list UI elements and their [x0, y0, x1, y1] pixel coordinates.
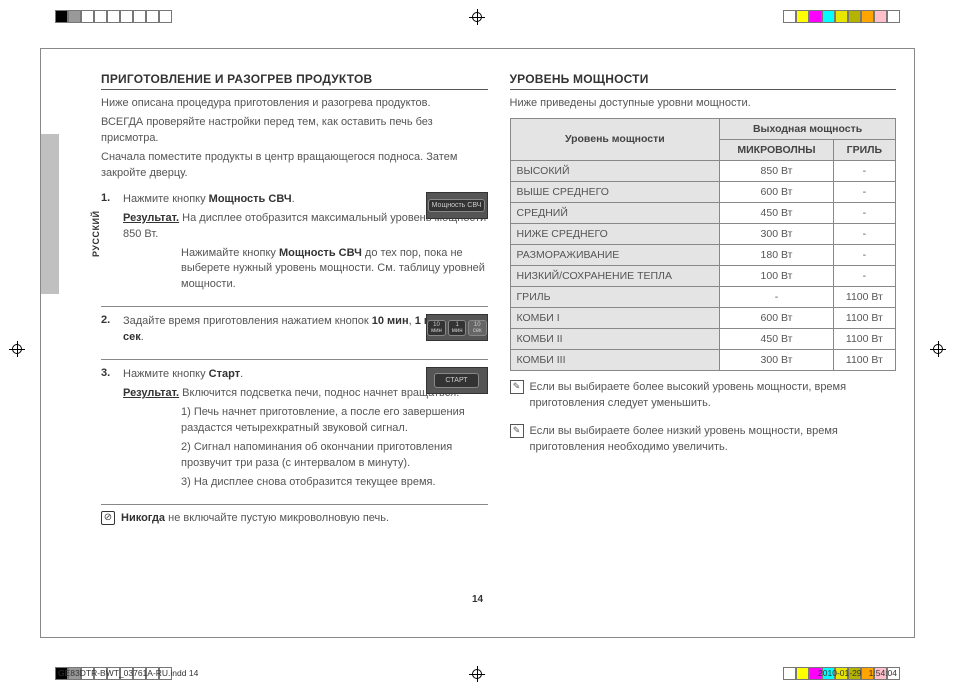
step-number: 3.: [101, 367, 123, 379]
page-number: 14: [472, 594, 483, 605]
note-icon: ✎: [510, 424, 524, 438]
table-header: Уровень мощности: [510, 118, 720, 160]
section-title: ПРИГОТОВЛЕНИЕ И РАЗОГРЕВ ПРОДУКТОВ: [101, 72, 488, 90]
table-row: ГРИЛЬ-1100 Вт: [510, 286, 896, 307]
table-row: КОМБИ I600 Вт1100 Вт: [510, 307, 896, 328]
table-row: КОМБИ III300 Вт1100 Вт: [510, 349, 896, 370]
table-row: РАЗМОРАЖИВАНИЕ180 Вт-: [510, 244, 896, 265]
table-row: ВЫШЕ СРЕДНЕГО600 Вт-: [510, 181, 896, 202]
button-illustration: Мощность СВЧ: [426, 192, 488, 219]
button-illustration: 10 мин 1 мин 10 сек: [426, 314, 488, 341]
footer-time: 1:54:04: [869, 668, 897, 678]
section-title: УРОВЕНЬ МОЩНОСТИ: [510, 72, 897, 90]
table-row: СРЕДНИЙ450 Вт-: [510, 202, 896, 223]
language-label: РУССКИЙ: [91, 211, 101, 257]
colorbar-tr: [783, 10, 900, 23]
table-header: Выходная мощность: [720, 118, 896, 139]
step-number: 1.: [101, 192, 123, 204]
table-row: КОМБИ II450 Вт1100 Вт: [510, 328, 896, 349]
intro-text: Ниже приведены доступные уровни мощности…: [510, 96, 897, 112]
step-number: 2.: [101, 314, 123, 326]
language-tab: [41, 134, 59, 294]
registration-mark: [930, 341, 946, 357]
table-row: НИЖЕ СРЕДНЕГО300 Вт-: [510, 223, 896, 244]
table-row: НИЗКИЙ/СОХРАНЕНИЕ ТЕПЛА100 Вт-: [510, 265, 896, 286]
button-illustration: СТАРТ: [426, 367, 488, 394]
page-frame: РУССКИЙ ПРИГОТОВЛЕНИЕ И РАЗОГРЕВ ПРОДУКТ…: [40, 48, 915, 638]
table-subheader: МИКРОВОЛНЫ: [720, 139, 834, 160]
step-2: 10 мин 1 мин 10 сек 2. Задайте время при…: [101, 307, 488, 360]
step-3: СТАРТ 3. Нажмите кнопку Старт. Результат…: [101, 360, 488, 505]
footer-date: 2010-01-29: [818, 668, 861, 678]
note-icon: ✎: [510, 380, 524, 394]
power-table: Уровень мощности Выходная мощность МИКРО…: [510, 118, 897, 371]
note: ✎ Если вы выбираете более высокий уровен…: [510, 380, 897, 415]
step-1: Мощность СВЧ 1. Нажмите кнопку Мощность …: [101, 185, 488, 308]
footer: GE83DTR-BWT_03761A-RU.indd 14 2010-01-29…: [58, 668, 897, 678]
registration-mark: [9, 341, 25, 357]
intro-text: ВСЕГДА проверяйте настройки перед тем, к…: [101, 115, 488, 147]
warning: ⊘ Никогда не включайте пустую микроволно…: [101, 511, 488, 530]
footer-filename: GE83DTR-BWT_03761A-RU.indd 14: [58, 668, 198, 678]
warning-icon: ⊘: [101, 511, 115, 525]
intro-text: Сначала поместите продукты в центр враща…: [101, 150, 488, 182]
table-subheader: ГРИЛЬ: [833, 139, 895, 160]
table-row: ВЫСОКИЙ850 Вт-: [510, 160, 896, 181]
intro-text: Ниже описана процедура приготовления и р…: [101, 96, 488, 112]
left-column: ПРИГОТОВЛЕНИЕ И РАЗОГРЕВ ПРОДУКТОВ Ниже …: [101, 72, 488, 530]
right-column: УРОВЕНЬ МОЩНОСТИ Ниже приведены доступны…: [510, 72, 897, 530]
note: ✎ Если вы выбираете более низкий уровень…: [510, 424, 897, 459]
colorbar-tl: [55, 10, 172, 23]
result-label: Результат.: [123, 387, 179, 399]
result-label: Результат.: [123, 212, 179, 224]
registration-mark: [469, 9, 485, 25]
